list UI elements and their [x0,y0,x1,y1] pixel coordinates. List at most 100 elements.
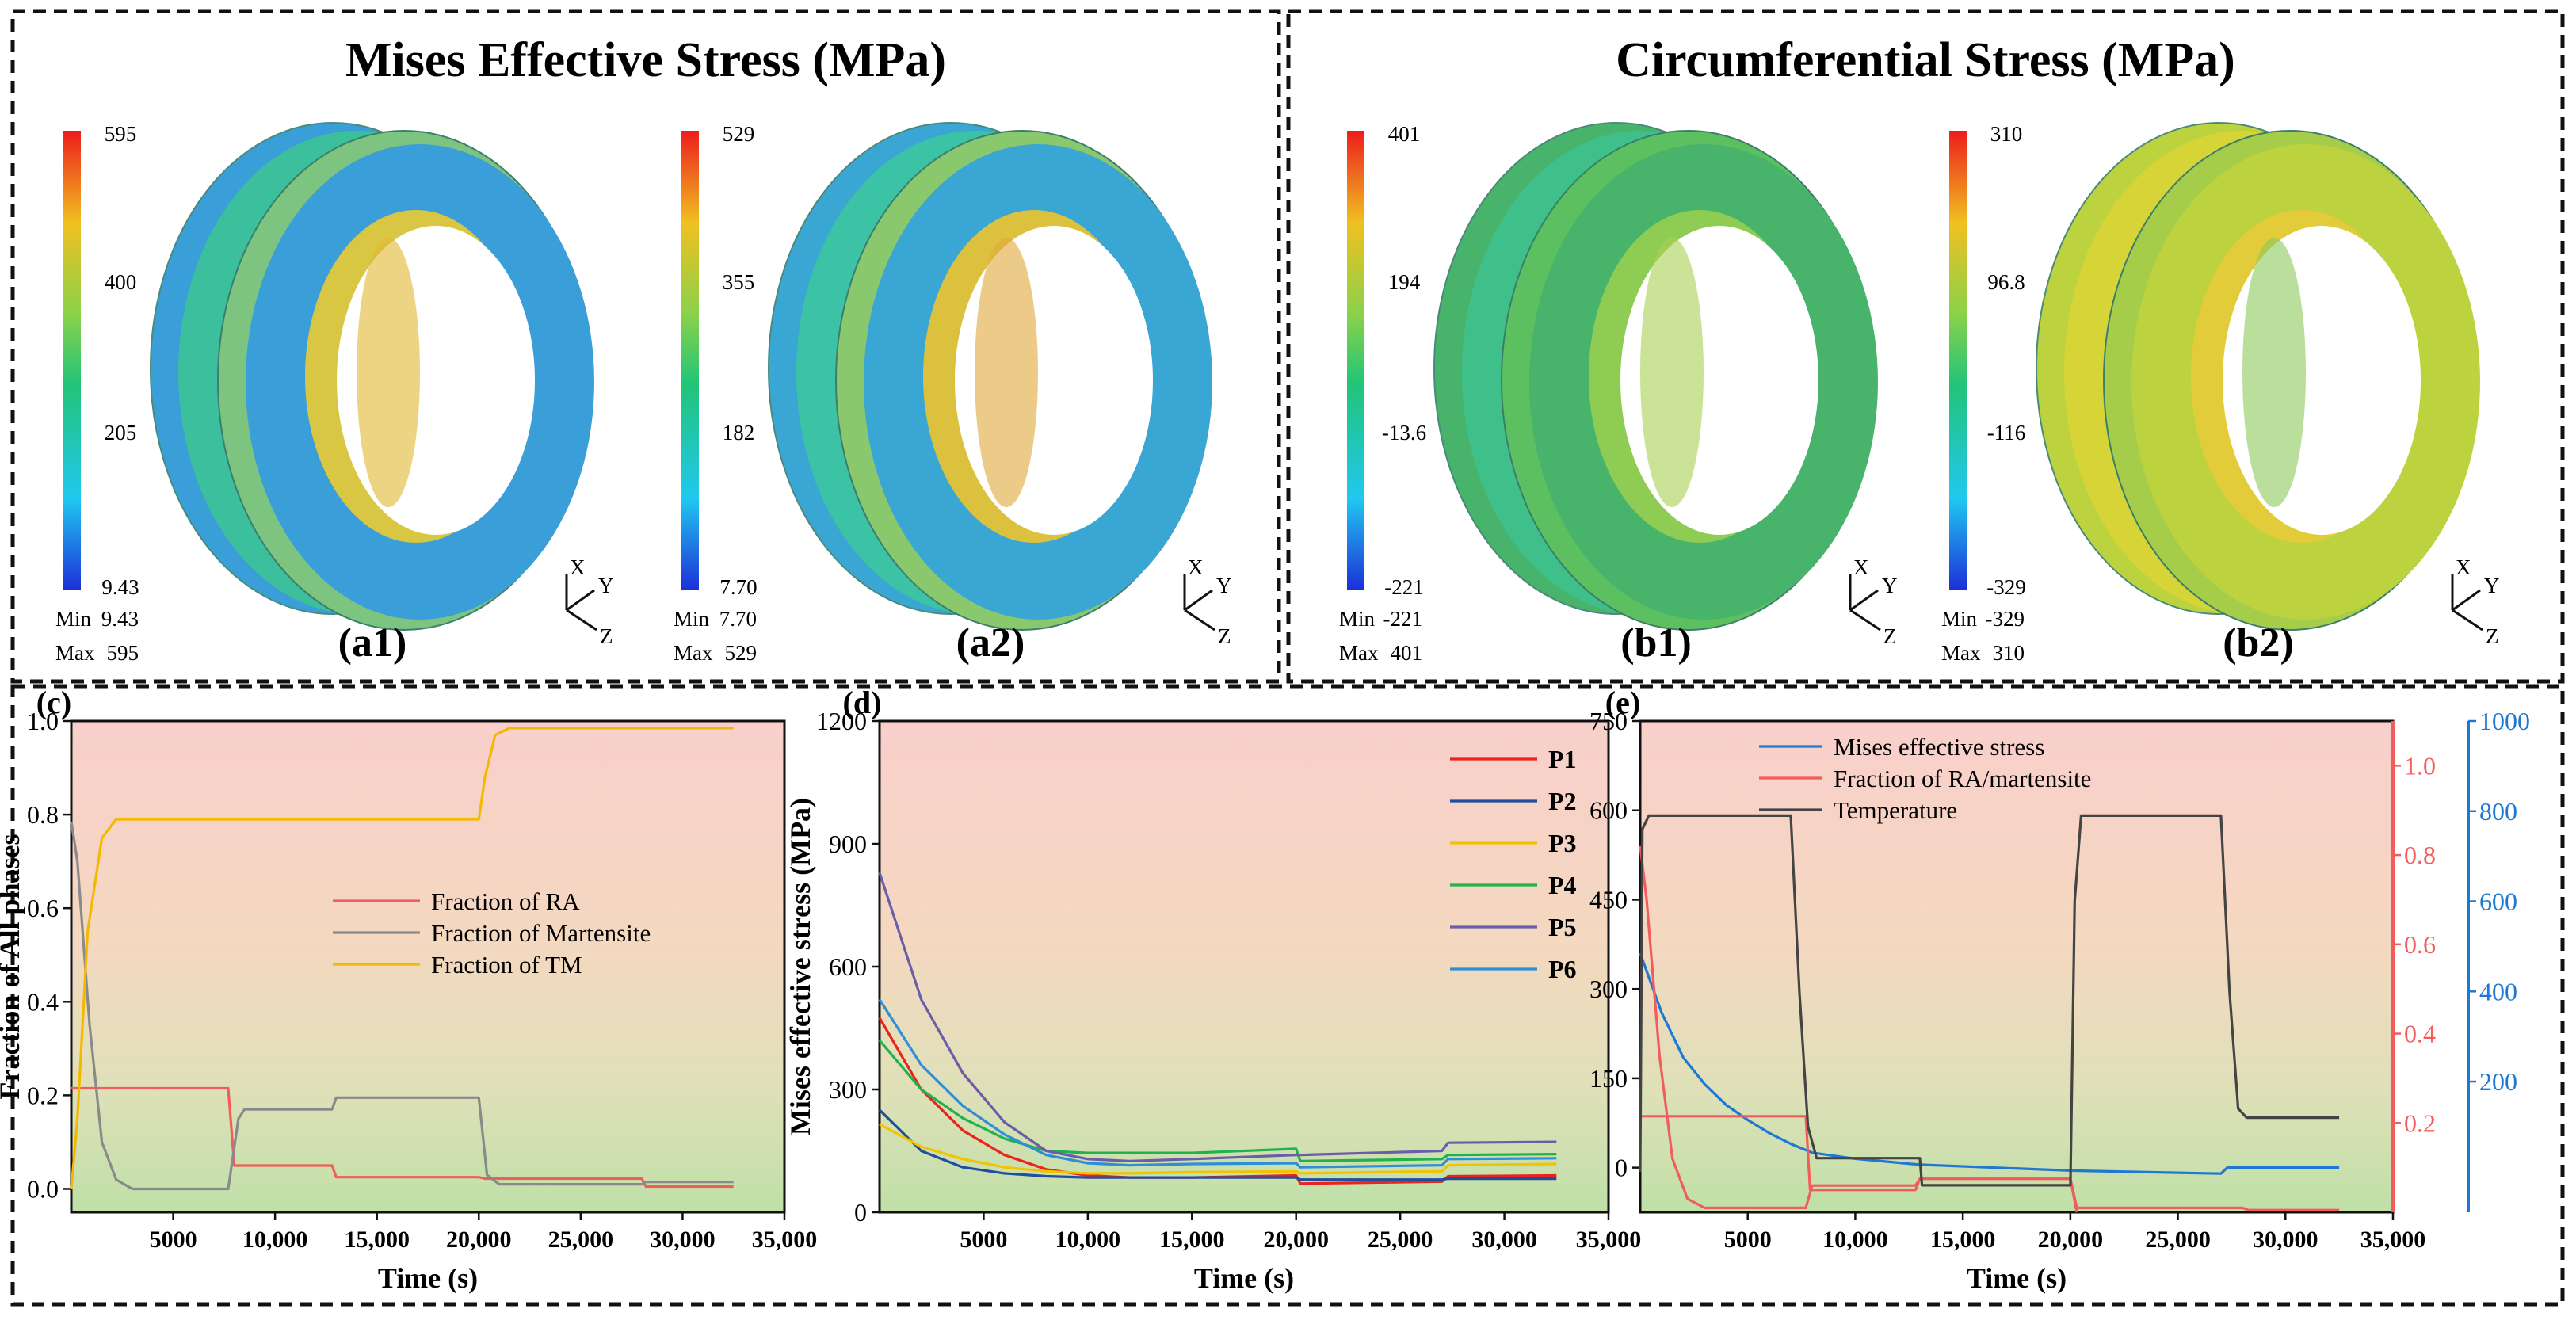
frame-charts [10,684,2565,1307]
panel-label: (d) [843,685,882,720]
colorbar-tick: -221 [1384,575,1424,599]
x-tick-label: 5000 [150,1227,197,1253]
panel-tag: (b1) [1620,620,1692,666]
y-right1-tick-label: 1.0 [2404,751,2436,780]
min-value: -329 [1986,607,2025,631]
y-tick-label: 900 [829,830,867,858]
colorbar-tick: 96.8 [1987,270,2025,294]
colorbar-tick: 205 [105,421,137,445]
panel-tag: (b2) [2223,620,2294,666]
y-axis-label: Mises effective stress (MPa) [784,798,816,1135]
colorbar-tick: -13.6 [1382,421,1426,445]
colorbar [1949,131,1967,590]
series-line [1639,814,2340,1187]
x-tick-label: 10,000 [1055,1227,1121,1253]
y-right2-tick-label: 1000 [2479,707,2530,735]
y-tick-label: 1200 [816,707,867,735]
max-value: 595 [107,641,139,665]
legend-label: P3 [1548,829,1577,857]
frame-circumferential [1286,9,2565,684]
colorbar-tick: 194 [1388,270,1421,294]
legend-label: P2 [1548,787,1577,815]
triad-x: X [1853,555,1869,579]
circumferential-title: Circumferential Stress (MPa) [1616,33,2235,87]
triad-z: Z [1883,624,1897,648]
plot-area [878,719,1610,1214]
y-tick-label: 0.8 [27,800,59,829]
y-tick-label: 300 [829,1075,867,1104]
y-tick-label: 0 [1615,1154,1628,1182]
min-value: 7.70 [719,607,757,631]
series-line [878,1039,1557,1163]
y-tick-label: 450 [1589,885,1628,914]
triad-z: Z [1218,624,1231,648]
legend-label: P6 [1548,955,1577,983]
legend-label: Temperature [1834,796,1957,824]
legend-label: P5 [1548,913,1577,941]
plot-area [1639,719,2395,1214]
series-line [878,872,1557,1163]
x-tick-label: 30,000 [1471,1227,1537,1253]
x-tick-label: 30,000 [650,1227,716,1253]
legend-label: Fraction of TM [431,951,582,979]
x-tick-label: 20,000 [2038,1227,2104,1253]
y-tick-label: 750 [1589,707,1628,735]
x-tick-label: 20,000 [446,1227,512,1253]
colorbar-tick: -116 [1987,421,2026,445]
y-tick-label: 300 [1589,975,1628,1003]
max-value: 401 [1391,641,1423,665]
x-tick-label: 15,000 [1159,1227,1225,1253]
axis-triad: XY Z [2451,555,2500,648]
y-axis-label: Fraction of All phases [0,834,25,1099]
series-line [70,821,734,1191]
y-tick-label: 150 [1589,1064,1628,1093]
panel-label: (c) [36,685,71,720]
max-label: Max [1339,641,1379,665]
colorbar-tick: 9.43 [101,575,139,599]
colorbar-tick: 400 [105,270,137,294]
triad-y: Y [1216,574,1232,597]
y-tick-label: 600 [829,952,867,981]
triad-y: Y [1882,574,1898,597]
min-value: -221 [1383,607,1423,631]
max-value: 529 [725,641,758,665]
y-right1-tick-label: 0.2 [2404,1108,2436,1137]
panel-tag: (a1) [338,620,407,666]
x-tick-label: 15,000 [344,1227,410,1253]
colorbar-tick: 595 [105,122,137,146]
colorbar-tick: 182 [723,421,755,445]
colorbar-tick: 401 [1388,122,1421,146]
max-value: 310 [1993,641,2025,665]
x-tick-label: 15,000 [1930,1227,1996,1253]
triad-x: X [570,555,586,579]
x-tick-label: 35,000 [2360,1227,2426,1253]
legend-label: Mises effective stress [1834,733,2044,761]
legend-label: P4 [1548,871,1577,899]
panel-tag: (a2) [956,620,1025,666]
x-tick-label: 10,000 [242,1227,308,1253]
y-tick-label: 0.4 [27,987,59,1016]
y-tick-label: 0 [854,1198,867,1227]
legend-label: Fraction of RA [431,887,580,915]
max-label: Max [1941,641,1981,665]
axis-triad: XY Z [1183,555,1232,648]
colorbar-tick: 529 [723,122,755,146]
colorbar-tick: 7.70 [719,575,757,599]
min-label: Min [1941,607,1978,631]
ring-model [2036,122,2480,631]
x-tick-label: 20,000 [1263,1227,1329,1253]
series-line [70,727,734,1189]
x-axis-label: Time (s) [1194,1262,1294,1294]
y-tick-label: 0.0 [27,1174,59,1203]
colorbar-tick: 355 [723,270,755,294]
legend-label: Fraction of RA/martensite [1834,765,2091,792]
triad-x: X [1188,555,1204,579]
min-label: Min [1339,607,1376,631]
ring-model [1433,122,1878,631]
colorbar-tick: -329 [1986,575,2026,599]
min-value: 9.43 [101,607,139,631]
min-label: Min [55,607,92,631]
